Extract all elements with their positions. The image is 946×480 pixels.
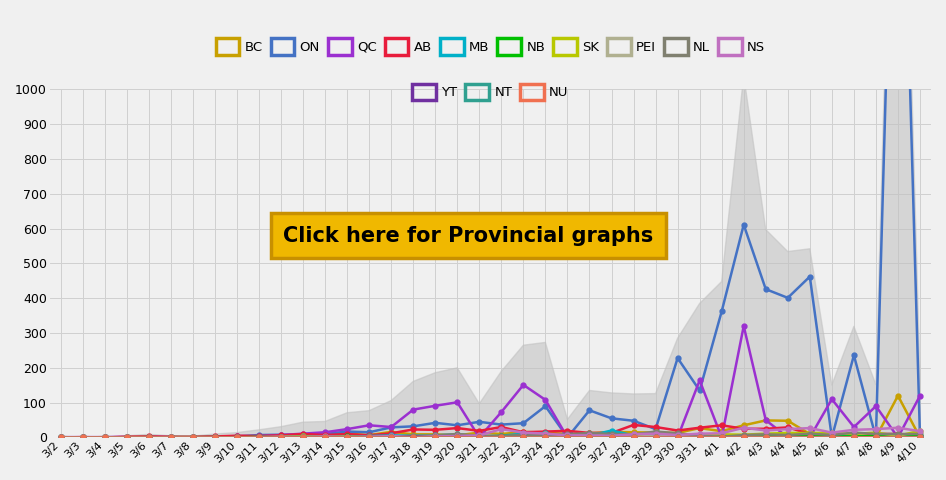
Text: Click here for Provincial graphs: Click here for Provincial graphs — [283, 226, 654, 246]
Legend: YT, NT, NU: YT, NT, NU — [407, 78, 574, 105]
